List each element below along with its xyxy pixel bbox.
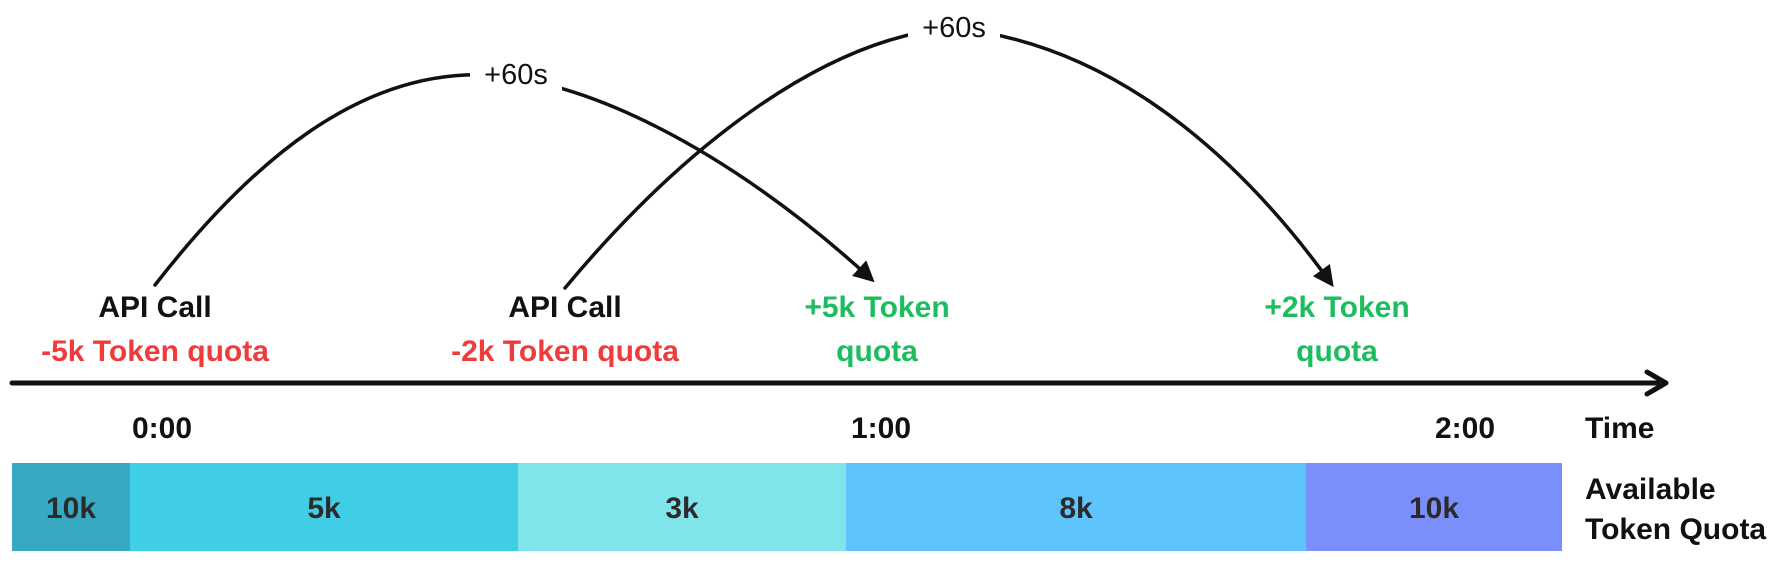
time-axis-label: Time (1585, 412, 1654, 445)
refill-1-line2: quota (836, 335, 918, 368)
quota-segment-1-label: 10k (46, 492, 96, 525)
quota-segment-4 (846, 463, 1306, 551)
quota-segment-5 (1306, 463, 1562, 551)
event-1-amount: -5k Token quota (41, 335, 269, 368)
refill-2-line2: quota (1296, 335, 1378, 368)
quota-segment-5-label: 10k (1409, 492, 1459, 525)
delay-label-2: +60s (922, 12, 986, 44)
event-1-title: API Call (98, 291, 211, 324)
delay-arc-1 (153, 73, 875, 287)
quota-segment-2-label: 5k (307, 492, 341, 525)
delay-arc-2 (563, 26, 1334, 290)
quota-label-line1: Available (1585, 473, 1716, 506)
event-2-amount: -2k Token quota (451, 335, 679, 368)
tick-label-2: 2:00 (1435, 412, 1495, 445)
time-axis-arrowhead (1644, 369, 1669, 397)
quota-segment-2 (130, 463, 518, 551)
tick-label-0: 0:00 (132, 412, 192, 445)
delay-label-1-backdrop (470, 54, 562, 94)
quota-segment-1 (12, 463, 130, 551)
delay-label-1: +60s (484, 59, 548, 91)
refill-1-line1: +5k Token (804, 291, 949, 324)
quota-segment-3-label: 3k (665, 492, 699, 525)
quota-segment-3 (518, 463, 846, 551)
tick-label-1: 1:00 (851, 412, 911, 445)
refill-2-line1: +2k Token (1264, 291, 1409, 324)
event-2-title: API Call (508, 291, 621, 324)
quota-label-line2: Token Quota (1585, 513, 1766, 546)
delay-label-2-backdrop (908, 6, 1000, 46)
quota-segment-4-label: 8k (1059, 492, 1093, 525)
